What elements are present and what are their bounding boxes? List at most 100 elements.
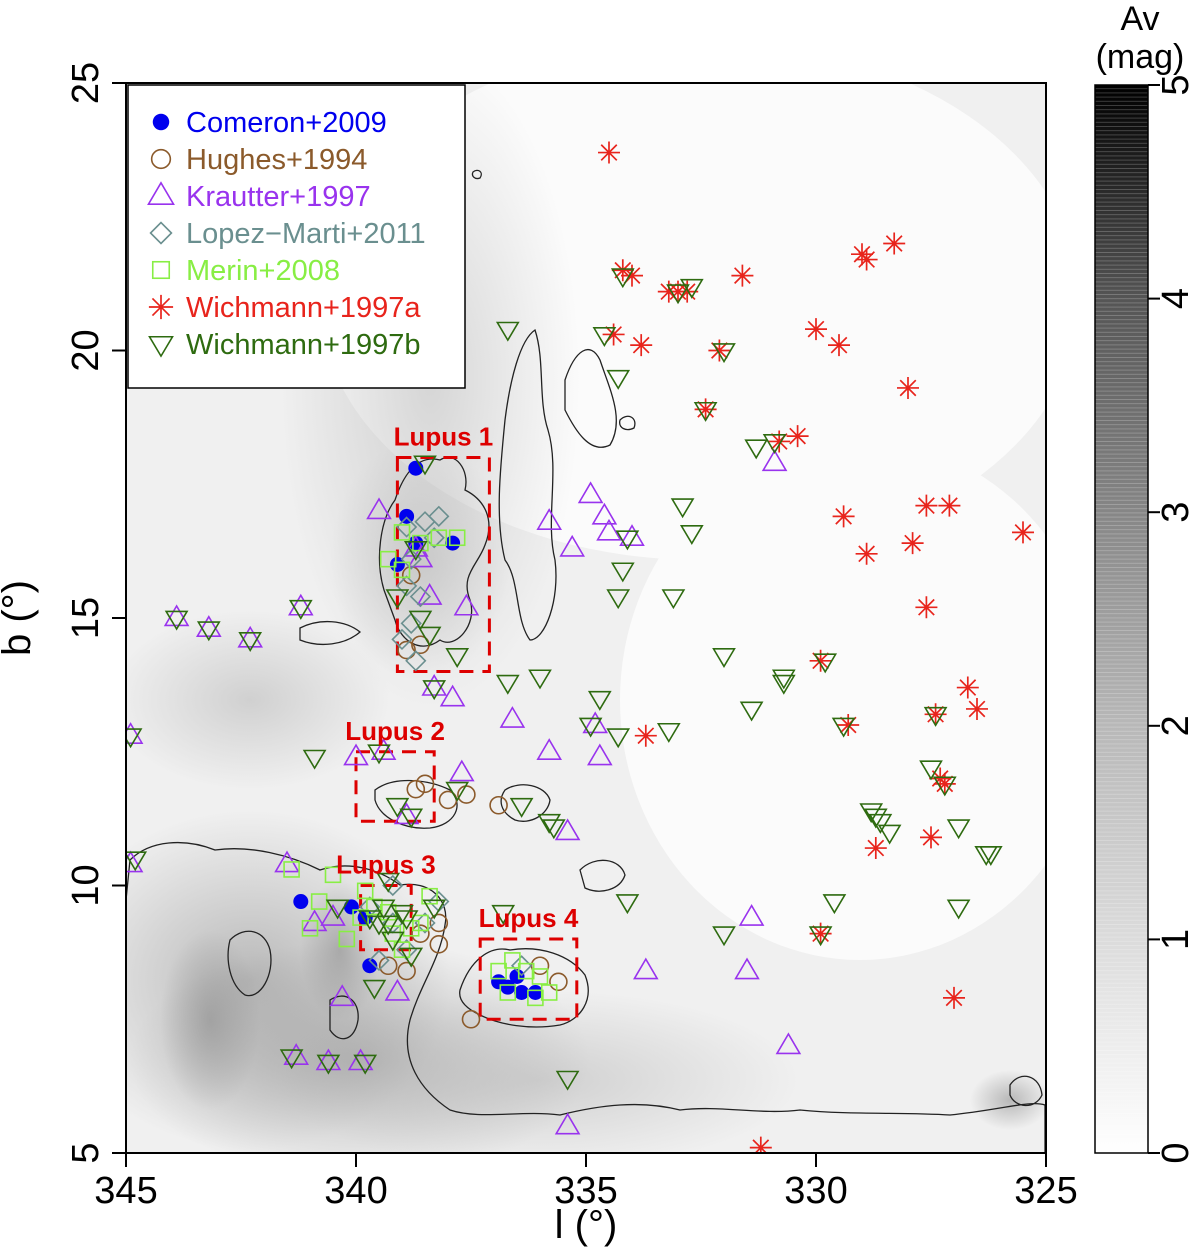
contour-small1 bbox=[471, 169, 482, 180]
data-point bbox=[915, 494, 938, 517]
data-point bbox=[499, 706, 526, 728]
data-point bbox=[978, 845, 1003, 866]
legend-box bbox=[127, 84, 466, 389]
region-label-1: Lupus 1 bbox=[394, 422, 494, 452]
data-point bbox=[661, 589, 686, 610]
data-point bbox=[946, 819, 971, 840]
data-point bbox=[528, 669, 552, 690]
data-point bbox=[164, 610, 189, 631]
data-point bbox=[744, 439, 769, 460]
data-point bbox=[376, 872, 401, 893]
colorbar-tick-label: 3 bbox=[1155, 502, 1197, 523]
colorbar-stripes bbox=[1095, 85, 1148, 1153]
data-point bbox=[416, 583, 443, 605]
data-point bbox=[293, 894, 309, 910]
colorbar-tick-label: 2 bbox=[1155, 715, 1197, 736]
data-point bbox=[630, 334, 653, 357]
data-point bbox=[370, 738, 397, 760]
data-point bbox=[352, 909, 369, 926]
data-point bbox=[395, 516, 418, 538]
y-axis-label: b (°) bbox=[0, 580, 39, 656]
data-point bbox=[366, 497, 392, 520]
data-point bbox=[559, 534, 585, 557]
data-point bbox=[859, 803, 884, 824]
data-point bbox=[966, 697, 988, 720]
data-point bbox=[786, 425, 809, 448]
data-point bbox=[422, 680, 447, 701]
extinction-map-background bbox=[126, 83, 1046, 1153]
data-point bbox=[126, 850, 144, 873]
data-point bbox=[376, 915, 401, 936]
data-point bbox=[397, 961, 416, 981]
data-point bbox=[196, 621, 221, 642]
data-point bbox=[439, 684, 466, 707]
contour-west bbox=[299, 620, 362, 646]
data-point bbox=[415, 774, 435, 794]
data-point bbox=[749, 1136, 772, 1153]
data-point bbox=[325, 899, 350, 920]
contour-ridge bbox=[498, 328, 557, 641]
data-point bbox=[504, 952, 521, 969]
legend-marker-icon bbox=[152, 113, 170, 131]
data-point bbox=[621, 264, 643, 287]
data-point bbox=[883, 232, 906, 255]
data-point bbox=[288, 599, 313, 620]
colorbar-ticks: 0 1 2 3 4 5 bbox=[1148, 74, 1197, 1164]
data-point bbox=[356, 882, 374, 900]
data-point bbox=[279, 1049, 304, 1070]
data-point bbox=[676, 280, 699, 303]
legend-item: Merin+2008 bbox=[151, 255, 340, 287]
data-point bbox=[863, 808, 888, 829]
region-label-4: Lupus 4 bbox=[479, 903, 579, 933]
colorbar-frame bbox=[1094, 84, 1149, 1154]
data-point bbox=[422, 899, 447, 920]
contour-mid bbox=[500, 784, 551, 822]
y-tick-label: 5 bbox=[65, 1142, 107, 1163]
data-point bbox=[809, 649, 832, 672]
data-point bbox=[393, 561, 411, 579]
y-tick-label: 25 bbox=[65, 62, 107, 104]
legend-item: Wichmann+1997a bbox=[148, 292, 421, 324]
data-point bbox=[670, 498, 695, 519]
series-krautter-1997 bbox=[126, 449, 802, 1135]
data-point bbox=[956, 676, 979, 699]
data-point bbox=[554, 818, 581, 841]
data-point bbox=[549, 972, 568, 992]
data-point bbox=[591, 502, 618, 525]
data-point bbox=[855, 248, 878, 271]
data-point bbox=[405, 650, 427, 672]
data-point bbox=[399, 947, 424, 968]
data-point bbox=[490, 962, 507, 980]
y-tick-label: 10 bbox=[65, 864, 107, 906]
x-tick-label: 340 bbox=[324, 1170, 387, 1212]
data-point bbox=[924, 703, 947, 726]
legend-label: Hughes+1994 bbox=[186, 144, 367, 176]
data-point bbox=[393, 941, 411, 959]
data-point bbox=[429, 935, 449, 954]
x-axis: 345 340 335 330 325 bbox=[94, 1153, 1078, 1212]
data-point bbox=[380, 931, 405, 952]
data-point bbox=[615, 894, 640, 915]
data-point bbox=[448, 529, 466, 547]
data-point bbox=[805, 318, 827, 341]
data-point bbox=[619, 524, 645, 546]
data-point bbox=[509, 968, 525, 984]
data-point bbox=[837, 714, 860, 736]
data-point bbox=[126, 728, 143, 749]
data-point bbox=[598, 141, 620, 164]
data-point bbox=[582, 711, 608, 734]
data-series bbox=[126, 141, 1034, 1153]
data-point bbox=[283, 861, 300, 878]
data-point bbox=[237, 625, 263, 648]
data-point bbox=[919, 760, 943, 781]
data-point bbox=[357, 910, 382, 931]
data-point bbox=[379, 550, 397, 568]
x-tick-label: 330 bbox=[784, 1170, 847, 1212]
data-point bbox=[495, 674, 520, 695]
legend-item: Wichmann+1997b bbox=[148, 329, 421, 361]
data-point bbox=[666, 284, 690, 305]
x-tick-label: 335 bbox=[554, 1170, 617, 1212]
legend-marker-icon bbox=[147, 181, 175, 205]
data-point bbox=[421, 887, 438, 905]
legend-label: Krautter+1997 bbox=[186, 181, 371, 213]
